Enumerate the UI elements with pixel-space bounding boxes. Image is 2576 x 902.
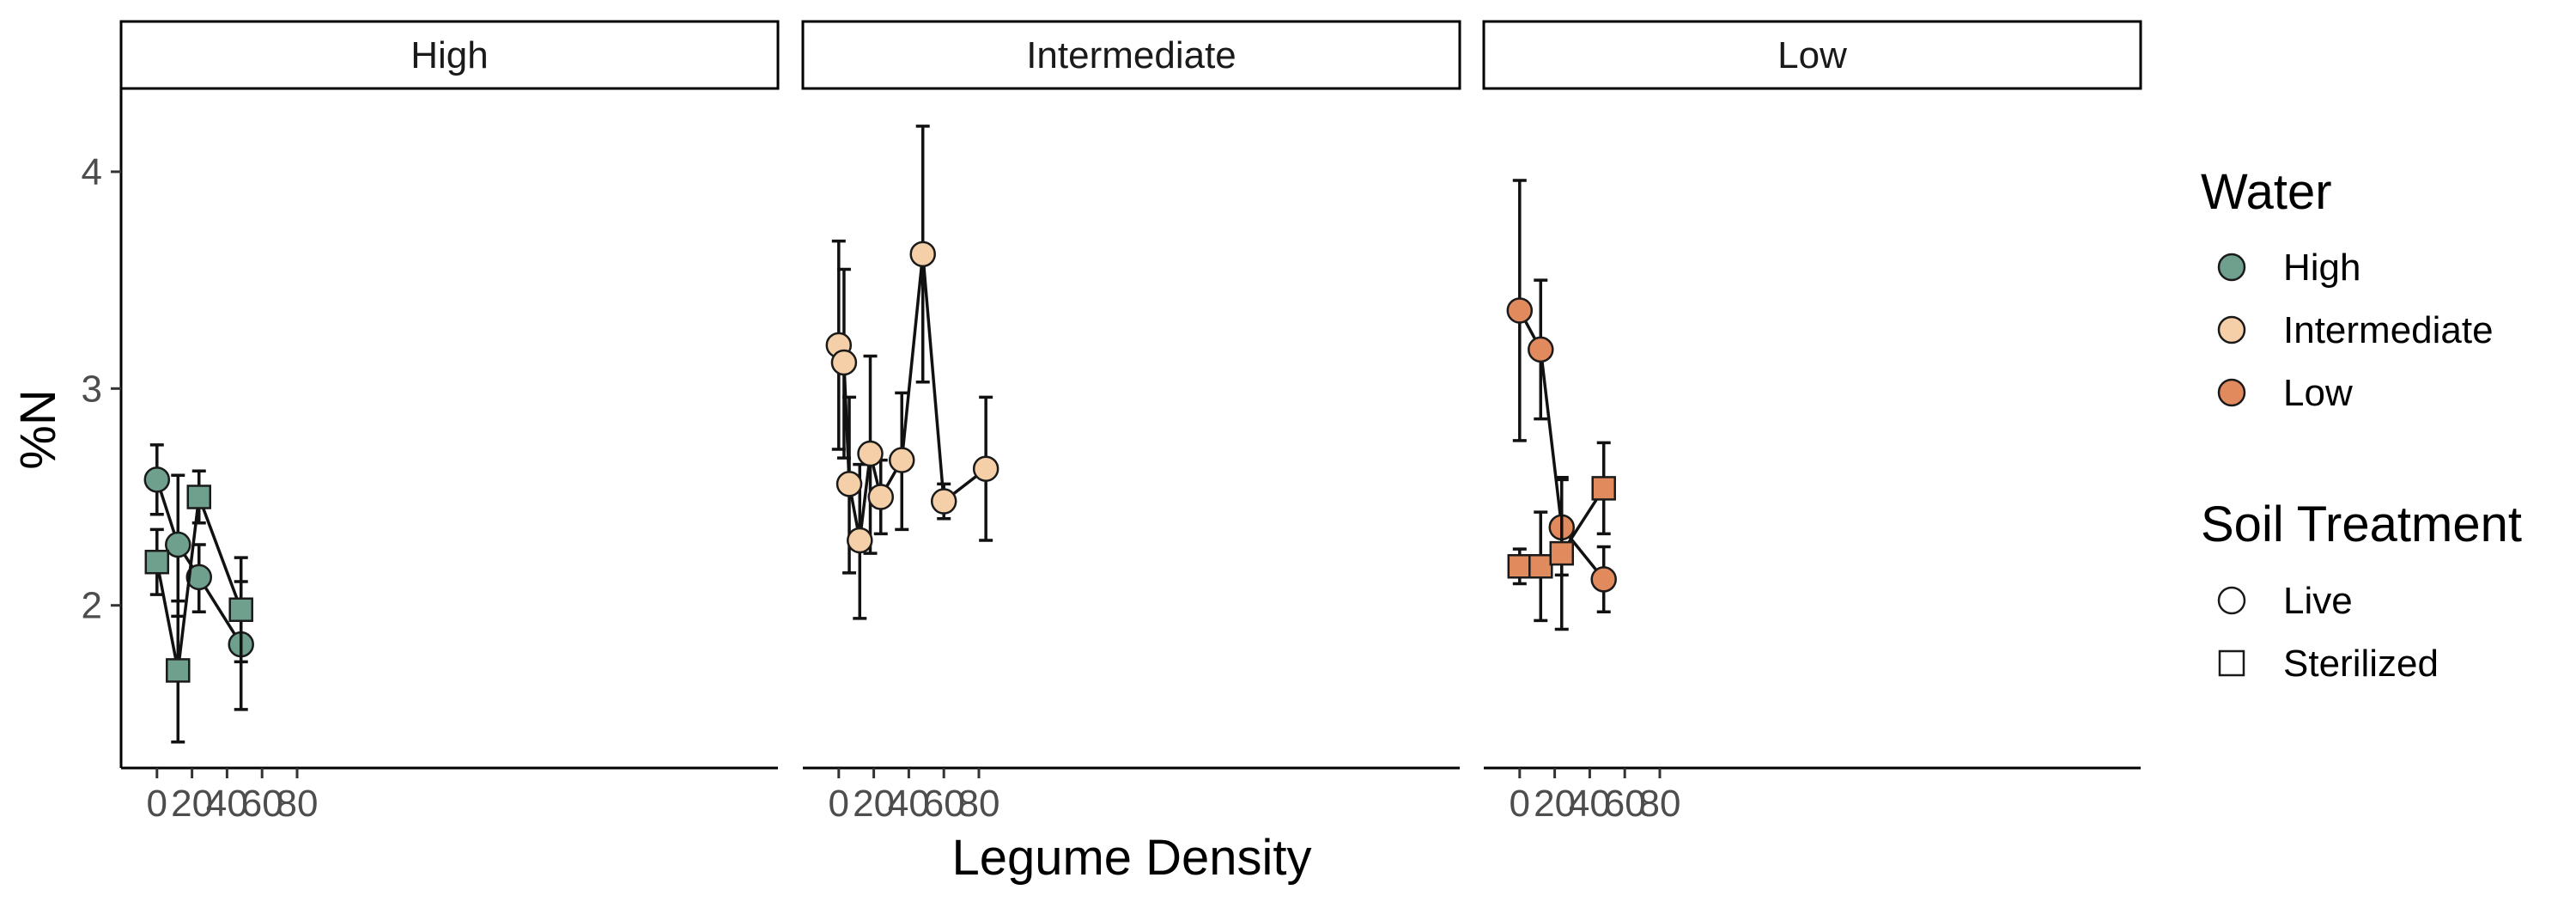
legend-key-sterilized <box>2218 649 2245 677</box>
x-tick-label: 80 <box>958 783 1000 825</box>
x-tick-label: 60 <box>923 783 965 825</box>
facet-strip-label: Intermediate <box>1026 34 1236 76</box>
y-tick-label: 2 <box>82 585 102 627</box>
facet-strip-label: High <box>410 34 489 76</box>
data-point <box>1590 566 1617 593</box>
data-point <box>165 531 191 558</box>
legend: Water High Intermediate Low Soil Treatment Li… <box>2201 164 2522 685</box>
legend-key-high <box>2217 253 2246 282</box>
legend-label-high: High <box>2283 247 2361 289</box>
series-intermediate-live <box>825 125 999 620</box>
data-point <box>1528 336 1554 363</box>
data-point <box>1591 476 1616 501</box>
y-tick-label: 4 <box>82 151 102 193</box>
legend-key-intermediate <box>2217 315 2246 344</box>
series-line <box>155 496 243 671</box>
series-high-sterilized <box>144 469 253 744</box>
x-tick-label: 20 <box>171 783 213 825</box>
data-point <box>143 466 171 493</box>
data-point <box>830 349 858 376</box>
legend-title-soil: Soil Treatment <box>2201 497 2522 552</box>
facet-strip <box>1482 20 2142 90</box>
facet-strip <box>119 20 780 90</box>
data-point <box>888 447 915 473</box>
data-point <box>186 485 212 509</box>
x-tick-label: 20 <box>853 783 895 825</box>
data-point <box>1507 554 1533 579</box>
data-point <box>185 564 213 591</box>
legend-label-intermediate: Intermediate <box>2283 309 2494 351</box>
x-tick-label: 40 <box>888 783 930 825</box>
legend-label-low: Low <box>2283 372 2353 414</box>
x-tick-label: 0 <box>829 783 849 825</box>
data-point <box>909 241 936 268</box>
data-point <box>228 597 253 623</box>
data-point <box>857 440 884 467</box>
y-axis-title: %N <box>10 389 66 469</box>
data-point <box>1506 297 1534 324</box>
legend-key-low <box>2217 378 2246 407</box>
x-axis-title: Legume Density <box>951 830 1311 886</box>
data-point <box>867 484 895 510</box>
series-line <box>155 478 243 646</box>
series-line <box>1518 309 1606 581</box>
legend-label-live: Live <box>2283 580 2353 622</box>
y-tick-label: 3 <box>82 368 102 410</box>
x-tick-label: 40 <box>206 783 248 825</box>
legend-title-water: Water <box>2201 164 2332 220</box>
series-line <box>837 253 987 541</box>
x-tick-label: 0 <box>147 783 167 825</box>
data-point <box>835 471 863 497</box>
x-tick-label: 60 <box>1604 783 1646 825</box>
legend-label-sterilized: Sterilized <box>2283 643 2439 685</box>
x-tick-label: 20 <box>1534 783 1576 825</box>
data-point <box>930 488 957 515</box>
x-tick-label: 80 <box>1639 783 1681 825</box>
data-point <box>1528 554 1553 579</box>
x-tick-label: 80 <box>276 783 319 825</box>
legend-key-live <box>2217 586 2246 615</box>
facet-strip <box>801 20 1461 90</box>
data-point <box>847 527 873 554</box>
data-point <box>144 549 170 575</box>
x-tick-label: 0 <box>1510 783 1530 825</box>
series-low-sterilized <box>1507 441 1616 631</box>
data-point <box>166 658 191 683</box>
y-axis: 2 3 4 <box>82 89 123 768</box>
data-point <box>972 455 999 482</box>
x-tick-label: 60 <box>241 783 283 825</box>
x-tick-label: 40 <box>1569 783 1611 825</box>
facet-strip-label: Low <box>1777 34 1847 76</box>
data-point <box>1549 540 1575 566</box>
